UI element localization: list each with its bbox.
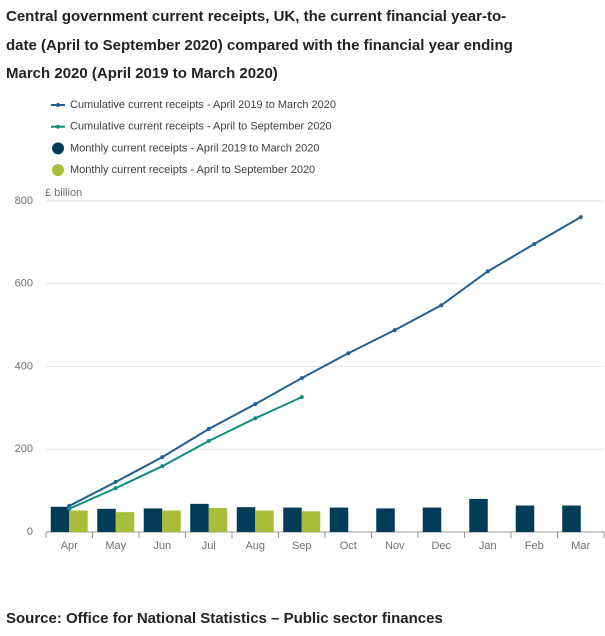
bar <box>469 498 488 532</box>
x-tick-label: Feb <box>525 540 544 552</box>
line-point <box>346 351 351 356</box>
y-tick-label: 600 <box>15 278 33 290</box>
bar <box>329 507 349 532</box>
x-tick-label: Aug <box>245 540 265 552</box>
legend-swatch-dot <box>56 103 60 107</box>
bar <box>143 508 163 532</box>
x-tick-label: Dec <box>431 540 451 552</box>
legend-swatch <box>52 164 64 177</box>
x-tick-label: Apr <box>61 540 78 552</box>
line-point <box>67 503 72 508</box>
bar <box>115 512 135 532</box>
legend-label: Monthly current receipts - April to Sept… <box>70 164 315 176</box>
bar <box>69 510 88 532</box>
x-tick-label: May <box>105 540 126 552</box>
x-tick-label: Mar <box>571 540 590 552</box>
line-point <box>299 395 304 400</box>
line-point <box>160 464 165 469</box>
line-point <box>485 269 490 274</box>
y-tick-label: 400 <box>15 360 33 372</box>
line <box>68 216 582 507</box>
y-tick-label: 800 <box>15 195 33 207</box>
bar <box>255 510 274 532</box>
plot: £ billion 0 200 400 600 800 Apr May Jun Jul Aug Se… <box>15 99 605 552</box>
bar <box>208 508 228 532</box>
bar <box>97 508 116 532</box>
line-point <box>206 438 211 443</box>
legend-swatch <box>52 142 64 155</box>
y-tick-label: 0 <box>27 526 33 538</box>
bar <box>236 507 256 532</box>
bar <box>190 503 209 532</box>
y-tick-label: 200 <box>15 443 33 455</box>
x-tick-label: Jul <box>202 540 216 552</box>
bar <box>515 505 535 532</box>
line-point <box>160 455 165 460</box>
legend: Cumulative current receipts - April 2019… <box>51 99 336 177</box>
source: Source: Office for National Statistics –… <box>6 610 443 627</box>
line-point <box>439 303 444 308</box>
legend-label: Cumulative current receipts - April 2019… <box>70 99 336 111</box>
line-point <box>253 416 258 421</box>
line-point <box>578 215 583 220</box>
legend-swatch-dot <box>56 124 60 129</box>
x-tick-label: Jun <box>153 540 171 552</box>
line-point <box>299 376 304 381</box>
x-tick-label: Nov <box>385 540 405 552</box>
line-point <box>113 486 118 491</box>
bar <box>162 510 181 532</box>
x-tick-label: Oct <box>340 540 357 552</box>
bar <box>301 511 321 532</box>
legend-label: Cumulative current receipts - April to S… <box>70 121 332 133</box>
line-point <box>67 506 72 511</box>
bar <box>422 507 442 532</box>
line <box>68 396 303 510</box>
legend-label: Monthly current receipts - April 2019 to… <box>70 142 319 154</box>
line-point <box>113 479 118 484</box>
x-tick-label: Sep <box>292 540 312 552</box>
line-point <box>206 426 211 431</box>
y-axis-label: £ billion <box>45 187 82 199</box>
line-point <box>392 328 397 333</box>
bar <box>376 508 395 532</box>
chart-title: Central government current receipts, UK,… <box>6 8 513 82</box>
bar <box>50 506 70 532</box>
x-tick-label: Jan <box>479 540 497 552</box>
bar <box>562 505 581 532</box>
line-point <box>253 402 258 407</box>
line-point <box>532 242 537 247</box>
bar <box>283 507 302 532</box>
